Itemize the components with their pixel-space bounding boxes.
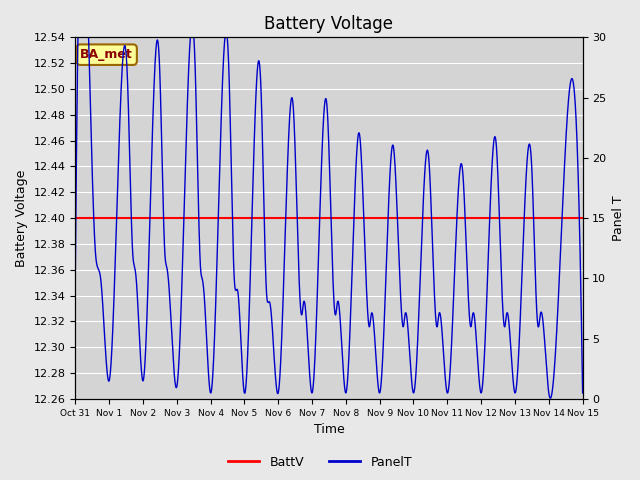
Y-axis label: Battery Voltage: Battery Voltage bbox=[15, 169, 28, 267]
Y-axis label: Panel T: Panel T bbox=[612, 195, 625, 241]
X-axis label: Time: Time bbox=[314, 423, 344, 436]
Legend: BattV, PanelT: BattV, PanelT bbox=[223, 451, 417, 474]
Text: BA_met: BA_met bbox=[81, 48, 133, 61]
Title: Battery Voltage: Battery Voltage bbox=[264, 15, 394, 33]
